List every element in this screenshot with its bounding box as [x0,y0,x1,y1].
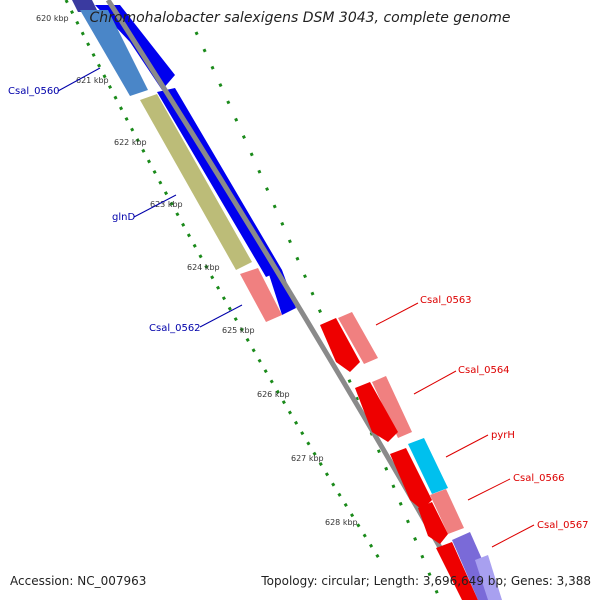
reverse-cds-csal-0566 [390,448,432,510]
forward-cds-glnD-tail [265,262,296,315]
reverse-cds-csal-0566-pale [430,489,464,534]
label-leader [467,478,511,501]
gene-label-csal-0562: Csal_0562 [149,323,201,334]
reverse-cds-bottom [436,542,478,600]
reverse-cds-csal-0564 [355,382,398,442]
tick-label: 622 kbp [114,138,147,147]
tick-label: 628 kbp [325,518,358,527]
map-title: Chromohalobacter salexigens DSM 3043, co… [89,10,511,26]
genome-summary-text: Topology: circular; Length: 3,696,649 bp… [261,574,591,588]
label-leader [491,524,535,548]
gene-label-pyrH: pyrH [491,430,515,441]
accession-text: Accession: NC_007963 [10,574,147,588]
forward-cds-bottom-pale [475,555,502,600]
tick-label: 627 kbp [291,454,324,463]
label-leader [445,434,489,458]
label-leader [413,370,457,395]
forward-cds-top [72,0,98,12]
gene-label-glnD: glnD [112,212,135,223]
tick-label: 621 kbp [76,76,109,85]
gene-label-csal-0567: Csal_0567 [537,520,589,531]
reverse-cds-csal-0563 [320,318,360,372]
tick-label: 626 kbp [257,390,290,399]
forward-cds-csal-0560 [80,10,148,96]
misc-feature-olive [140,94,252,270]
tick-label: 620 kbp [36,14,69,23]
label-leader [375,302,419,326]
inner-tick-track [64,0,382,561]
label-leader [199,304,243,328]
label-leader [133,194,177,218]
reverse-cds-csal-0567 [418,502,448,544]
gene-label-csal-0563: Csal_0563 [420,295,472,306]
gene-label-csal-0566: Csal_0566 [513,473,565,484]
forward-cds-csal-0562 [240,268,282,322]
reverse-cds-pyrH [408,438,448,494]
tick-label: 624 kbp [187,263,220,272]
reverse-cds-csal-0564-pale [372,376,412,438]
forward-cds-csal-0559 [95,5,175,90]
reverse-cds-csal-0563-pale [338,312,378,364]
tick-label: 623 kbp [150,200,183,209]
tick-label: 625 kbp [222,326,255,335]
label-leader [57,67,101,92]
gene-label-csal-0560: Csal_0560 [8,86,60,97]
gene-label-csal-0564: Csal_0564 [458,365,510,376]
outer-tick-track [194,31,442,600]
